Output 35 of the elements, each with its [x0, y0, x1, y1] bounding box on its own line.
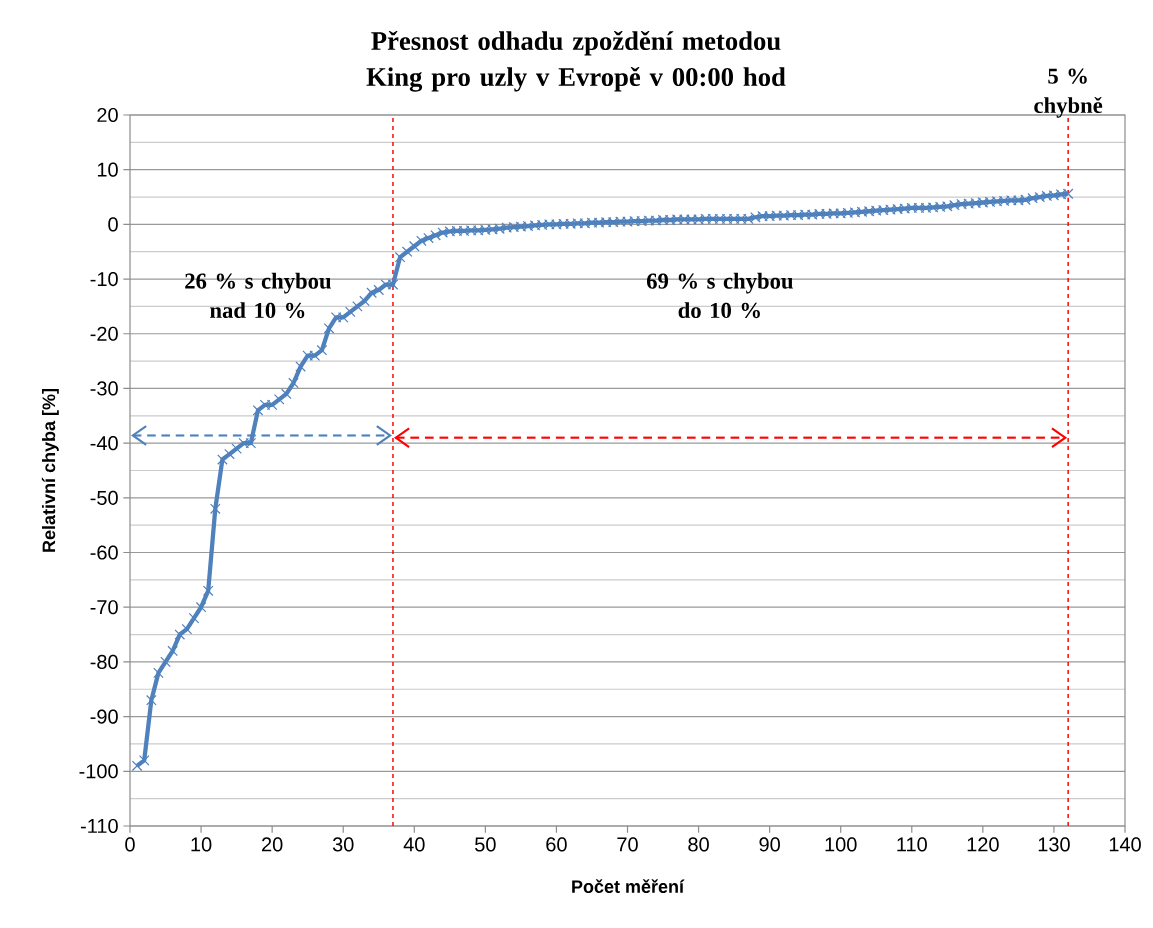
y-tick-label: -50: [90, 490, 118, 505]
x-tick-label: 100: [825, 837, 857, 852]
x-tick-label: 30: [332, 837, 354, 852]
x-tick-label: 10: [191, 837, 212, 852]
annotation: 69 % s chybou do 10 %: [646, 272, 793, 319]
annotation: 26 % s chybou nad 10 %: [185, 272, 331, 319]
x-tick-label: 70: [617, 837, 638, 852]
x-tick-label: 90: [759, 837, 780, 852]
chart-title: Přesnost odhadu zpoždění metodou King pro uzly v Evropě v 00:00 hod: [366, 30, 786, 92]
y-tick-label: -100: [79, 764, 118, 779]
x-tick-label: 20: [262, 837, 283, 852]
y-tick-label: 0: [108, 217, 118, 232]
y-tick-label: 20: [97, 107, 118, 123]
y-tick-label: -90: [90, 709, 118, 724]
y-tick-label: -20: [90, 326, 118, 341]
y-tick-label: -80: [90, 654, 118, 669]
x-tick-label: 80: [688, 837, 709, 852]
y-tick-label: -110: [80, 818, 118, 834]
y-axis-title: Relativní chyba [%]: [41, 389, 59, 552]
x-axis-title: Počet měření: [572, 879, 685, 893]
y-tick-label: -40: [90, 436, 118, 451]
x-tick-label: 0: [125, 837, 135, 852]
x-tick-label: 130: [1038, 837, 1070, 852]
x-tick-label: 140: [1109, 837, 1141, 852]
y-tick-label: -10: [90, 271, 118, 287]
x-tick-label: 120: [967, 837, 999, 852]
y-tick-label: -70: [90, 600, 118, 615]
y-tick-label: -30: [90, 381, 118, 396]
y-tick-label: -60: [90, 545, 118, 560]
x-tick-label: 60: [546, 837, 567, 852]
x-tick-label: 110: [897, 837, 927, 852]
annotation: 5 % chybně: [1034, 68, 1103, 118]
y-tick-label: 10: [97, 162, 118, 177]
x-tick-label: 40: [403, 837, 425, 852]
x-tick-label: 50: [475, 837, 496, 852]
